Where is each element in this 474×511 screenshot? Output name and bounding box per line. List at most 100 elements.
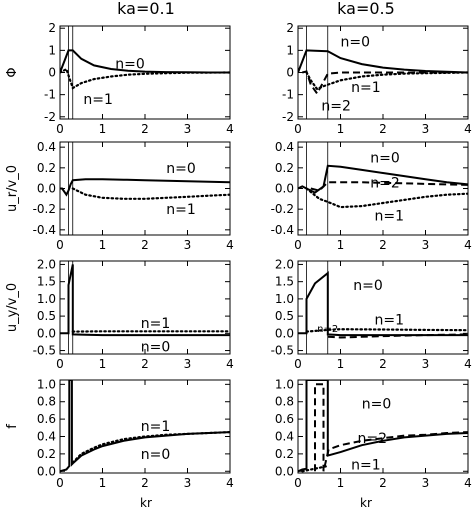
series-annotation: n=1 — [351, 80, 381, 96]
x-tick-label: 4 — [464, 238, 472, 252]
series-annotation: n=1 — [375, 208, 405, 224]
x-tick-label: 1 — [99, 122, 107, 136]
y-tick-label: 0.8 — [275, 395, 294, 409]
series-annotation: n=1 — [141, 316, 171, 332]
y-tick-label: 2.0 — [37, 257, 56, 271]
y-tick-label: 1 — [286, 43, 294, 57]
series-annotation: n=0 — [141, 339, 171, 355]
x-tick-label: 2 — [141, 357, 149, 371]
series-line-n1 — [71, 187, 230, 200]
x-tick-label: 4 — [226, 238, 234, 252]
y-axis-label: Φ — [5, 67, 20, 77]
x-tick-label: 0 — [294, 357, 302, 371]
series-annotation: n=0 — [353, 278, 383, 294]
panel-3-1: 0 1 2 3 4 1.0 0.8 0.6 0.4 0.2 0.0 n=0 n=2 n=1 — [275, 377, 472, 490]
y-tick-label: 1.0 — [275, 377, 294, 391]
y-tick-label: 0.2 — [37, 161, 56, 175]
panel-0-1: 0 1 2 3 4 2 1 0 -1 -2 n=0 n=1n=2 — [282, 21, 472, 136]
y-tick-label: -0.5 — [271, 344, 294, 358]
panel-2-0: 0 1 2 3 4 2.0 1.5 1.0 0.5 0.0 -0.5 n=1 n=0 u_y/v_0 — [5, 257, 234, 371]
series-line-n2 — [327, 333, 468, 339]
x-tick-label: 3 — [422, 238, 430, 252]
y-tick-label: 0.0 — [37, 326, 56, 340]
y-tick-label: 1.5 — [37, 275, 56, 289]
panel-1-0: 0 1 2 3 4 0.4 0.2 0.0 -0.2 -0.4 n=0 n=1 u_r/v_0 — [5, 140, 234, 252]
x-tick-label: 3 — [422, 357, 430, 371]
y-tick-label: -0.4 — [271, 223, 294, 237]
x-tick-label: 2 — [379, 357, 387, 371]
y-tick-label: -0.4 — [33, 223, 56, 237]
y-tick-label: 0.6 — [37, 412, 56, 426]
y-tick-label: 0.5 — [37, 309, 56, 323]
series-line-n1 — [60, 67, 230, 90]
series-annotation: n=0 — [141, 447, 171, 463]
y-tick-label: 0.2 — [37, 447, 56, 461]
x-tick-label: 2 — [379, 122, 387, 136]
series-line-n0 — [60, 49, 230, 74]
series-line-n0 — [298, 271, 468, 337]
y-tick-label: 0.4 — [37, 429, 56, 443]
y-tick-label: 0.4 — [275, 140, 294, 154]
y-tick-label: 2 — [48, 21, 56, 35]
x-tick-label: 3 — [422, 122, 430, 136]
x-tick-label: 2 — [141, 238, 149, 252]
column-title-left: ka=0.1 — [117, 0, 175, 18]
panel-1-1: 0 1 2 3 4 0.4 0.2 0.0 -0.2 -0.4 n=0 n=2 n=1 — [271, 140, 472, 252]
series-annotation: n=0 — [362, 396, 392, 412]
y-tick-label: 1.5 — [275, 275, 294, 289]
y-tick-label: -0.5 — [33, 344, 56, 358]
x-tick-label: 3 — [422, 476, 430, 490]
y-tick-label: 0 — [286, 66, 294, 80]
x-tick-label: 2 — [379, 476, 387, 490]
y-tick-label: 0.2 — [275, 161, 294, 175]
x-tick-label: 4 — [226, 122, 234, 136]
x-tick-label: 1 — [99, 238, 107, 252]
series-annotation: n=2 — [358, 431, 388, 447]
y-axis-label: u_r/v_0 — [5, 165, 20, 212]
y-axis-label: f — [5, 424, 20, 429]
y-tick-label: 2.0 — [275, 257, 294, 271]
y-tick-label: 0.0 — [37, 464, 56, 478]
series-annotation: n=1 — [83, 92, 113, 108]
series-line-n1 — [305, 328, 468, 333]
series-annotation: n=2 — [370, 175, 400, 191]
y-tick-label: -1 — [282, 88, 294, 102]
x-tick-label: 0 — [294, 122, 302, 136]
x-tick-label: 4 — [226, 476, 234, 490]
series-line-n1 — [71, 431, 230, 464]
y-tick-label: 1.0 — [37, 377, 56, 391]
y-tick-label: -2 — [44, 110, 56, 124]
y-tick-label: -0.2 — [271, 202, 294, 216]
x-tick-label: 0 — [294, 476, 302, 490]
x-tick-label: 1 — [337, 238, 345, 252]
x-axis-label-left: kr — [140, 496, 152, 510]
y-tick-label: 1 — [48, 43, 56, 57]
x-tick-label: 2 — [141, 476, 149, 490]
series-line-n0 — [298, 49, 468, 74]
series-line-n1 — [305, 187, 468, 209]
x-tick-label: 1 — [99, 357, 107, 371]
x-axis-label-right: kr — [360, 496, 372, 510]
column-title-right: ka=0.5 — [337, 0, 395, 18]
y-tick-label: 0.0 — [275, 326, 294, 340]
y-axis-label: u_y/v_0 — [5, 283, 20, 332]
series-line-n0 — [60, 178, 230, 197]
x-tick-label: 3 — [184, 122, 192, 136]
series-annotation: n=0 — [115, 57, 145, 73]
series-annotation: n=2 — [321, 99, 351, 115]
x-tick-label: 0 — [56, 357, 64, 371]
y-tick-label: 0.8 — [37, 395, 56, 409]
y-tick-label: 0.5 — [275, 309, 294, 323]
series-annotation: n=1 — [166, 202, 196, 218]
y-tick-label: -0.2 — [33, 202, 56, 216]
panel-0-0: 0 1 2 3 4 2 1 0 -1 -2 n=0 n=1 Φ — [5, 21, 234, 136]
y-tick-label: 0.0 — [275, 464, 294, 478]
x-tick-label: 0 — [294, 238, 302, 252]
y-tick-label: 0.0 — [37, 182, 56, 196]
y-tick-label: -1 — [44, 88, 56, 102]
x-tick-label: 1 — [337, 357, 345, 371]
x-tick-label: 4 — [464, 122, 472, 136]
x-tick-label: 0 — [56, 122, 64, 136]
